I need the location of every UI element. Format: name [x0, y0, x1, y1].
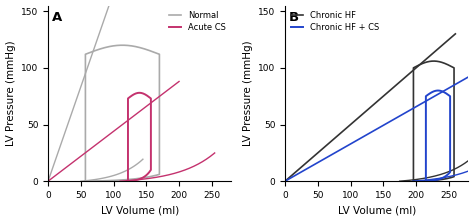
- X-axis label: LV Volume (ml): LV Volume (ml): [100, 206, 179, 215]
- Text: B: B: [289, 11, 299, 24]
- Legend: Chronic HF, Chronic HF + CS: Chronic HF, Chronic HF + CS: [289, 10, 381, 34]
- Text: A: A: [52, 11, 62, 24]
- X-axis label: LV Volume (ml): LV Volume (ml): [337, 206, 416, 215]
- Legend: Normal, Acute CS: Normal, Acute CS: [167, 10, 227, 34]
- Y-axis label: LV Pressure (mmHg): LV Pressure (mmHg): [6, 40, 16, 146]
- Y-axis label: LV Pressure (mmHg): LV Pressure (mmHg): [243, 40, 253, 146]
